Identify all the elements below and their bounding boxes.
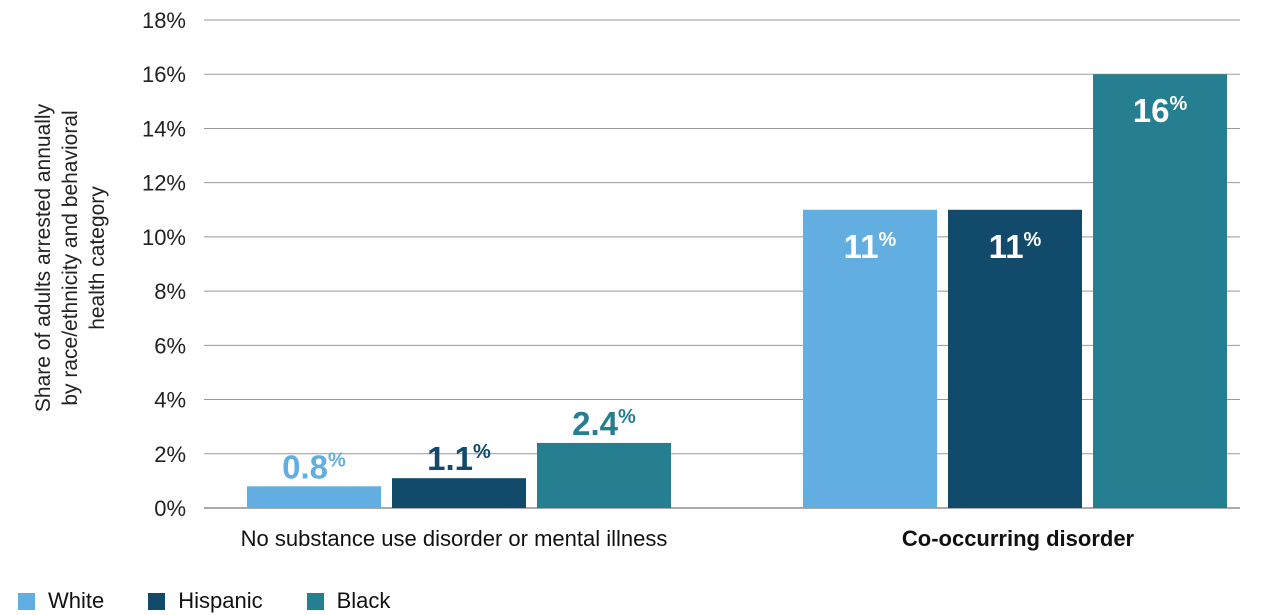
legend-swatch — [148, 593, 165, 610]
data-label: 1.1% — [427, 440, 491, 477]
bar-white-0 — [247, 486, 381, 508]
bar-black-0 — [537, 443, 671, 508]
gridlines — [204, 20, 1240, 508]
y-tick-label: 8% — [154, 279, 186, 304]
legend-label: Black — [337, 588, 391, 614]
bar-hispanic-0 — [392, 478, 526, 508]
legend-item-hispanic: Hispanic — [148, 588, 262, 614]
legend-label: Hispanic — [178, 588, 262, 614]
y-tick-label: 0% — [154, 496, 186, 521]
bar-black-1 — [1093, 74, 1227, 508]
y-axis-label-line: by race/ethnicity and behavioral — [59, 110, 82, 405]
y-tick-label: 6% — [154, 333, 186, 358]
y-tick-label: 2% — [154, 442, 186, 467]
y-tick-label: 16% — [142, 62, 186, 87]
legend-swatch — [18, 593, 35, 610]
data-label: 0.8% — [282, 448, 346, 485]
y-axis-label-line: health category — [86, 186, 109, 330]
y-tick-label: 10% — [142, 225, 186, 250]
x-axis-categories: No substance use disorder or mental illn… — [241, 526, 1135, 551]
x-category-label: Co-occurring disorder — [902, 526, 1135, 551]
y-tick-label: 14% — [142, 116, 186, 141]
y-tick-label: 12% — [142, 171, 186, 196]
data-label: 2.4% — [572, 405, 636, 442]
y-tick-label: 18% — [142, 8, 186, 33]
legend-item-white: White — [18, 588, 104, 614]
legend: White Hispanic Black — [18, 588, 390, 614]
legend-item-black: Black — [307, 588, 391, 614]
y-tick-label: 4% — [154, 388, 186, 413]
legend-swatch — [307, 593, 324, 610]
legend-label: White — [48, 588, 104, 614]
x-category-label: No substance use disorder or mental illn… — [241, 526, 668, 551]
y-axis-label-line: Share of adults arrested annually — [32, 103, 55, 412]
y-axis-ticks: 0% 2% 4% 6% 8% 10% 12% 14% 16% 18% — [142, 8, 186, 521]
y-axis-label: Share of adults arrested annuallyby race… — [32, 103, 109, 412]
